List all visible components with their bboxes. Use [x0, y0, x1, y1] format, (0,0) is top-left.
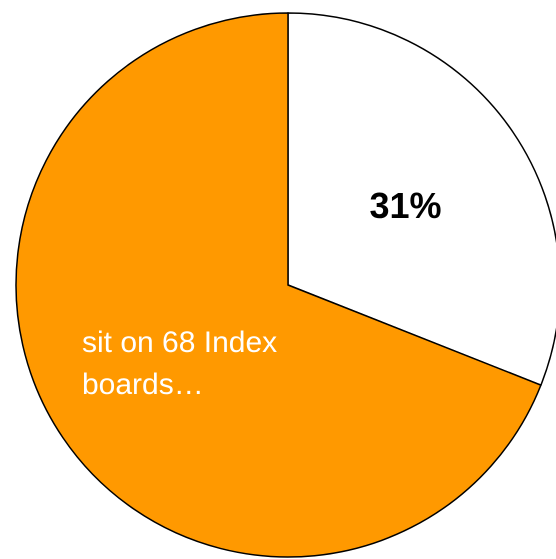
- slice-label: 31%: [369, 185, 441, 226]
- pie-slice: [287, 12, 556, 387]
- annotation: sit on 68 Index boards…: [82, 326, 278, 401]
- pie-slice: [15, 12, 542, 558]
